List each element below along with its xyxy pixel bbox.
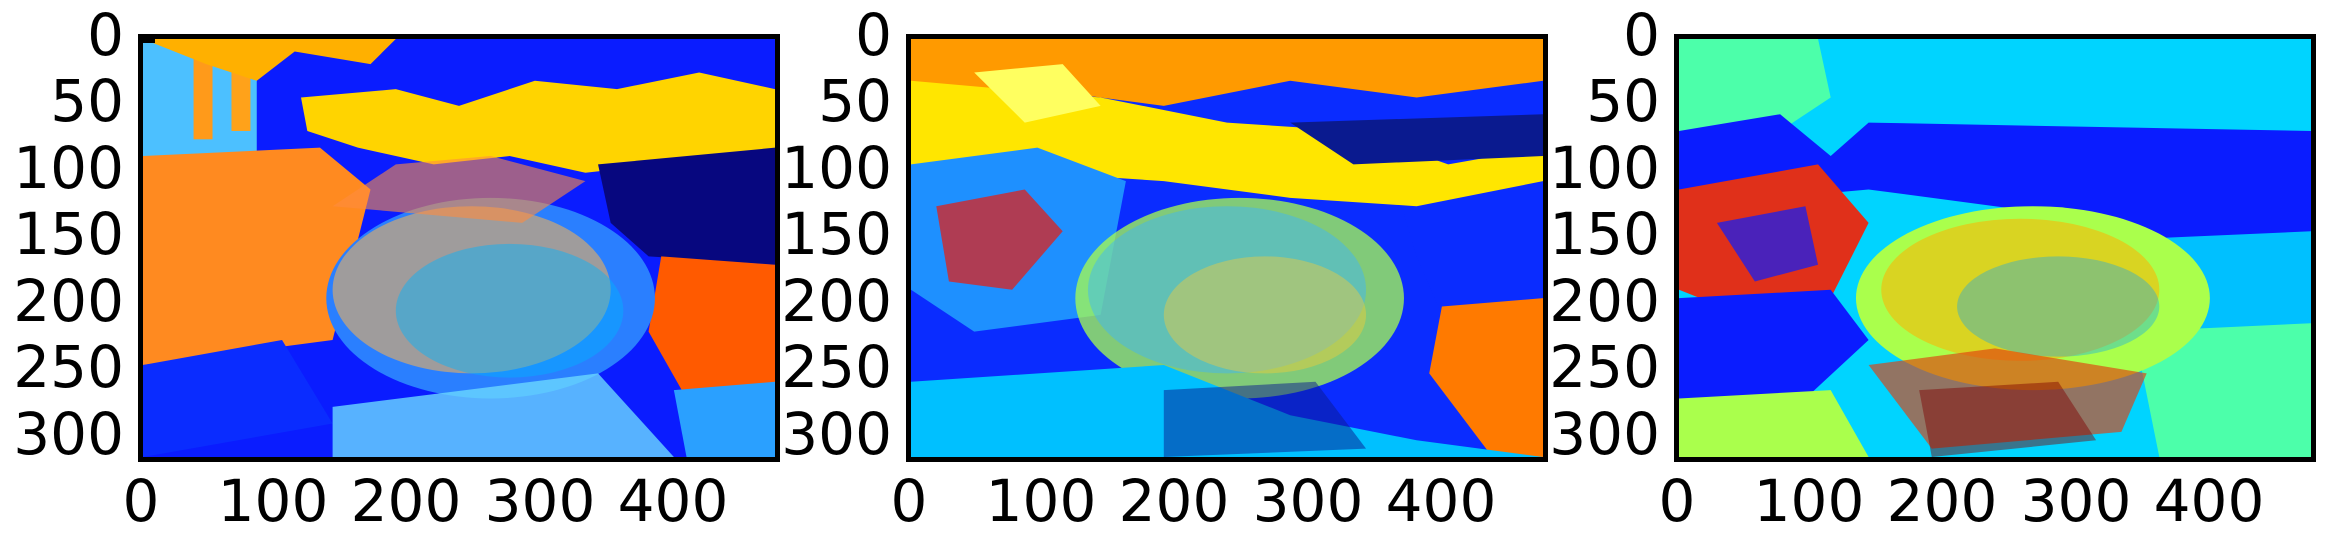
x-tick-label: 100 — [217, 467, 329, 535]
x-tick-label: 400 — [617, 467, 729, 535]
y-tick-label: 150 — [13, 200, 124, 268]
y-tick-label: 50 — [50, 67, 124, 135]
image-frame-1 — [138, 34, 780, 462]
y-tick-label: 200 — [13, 267, 124, 335]
x-tick-label: 400 — [1385, 467, 1497, 535]
x-tick-label: 300 — [2020, 467, 2132, 535]
x-tick-label: 200 — [350, 467, 462, 535]
x-tick-label: 300 — [484, 467, 596, 535]
image-frame-2 — [906, 34, 1548, 462]
y-tick-label: 0 — [1623, 1, 1660, 69]
x-tick-label: 200 — [1886, 467, 1998, 535]
x-tick-label: 300 — [1252, 467, 1364, 535]
y-tick-label: 50 — [818, 67, 892, 135]
y-tick-label: 0 — [87, 1, 124, 69]
y-tick-label: 100 — [1549, 134, 1660, 202]
pseudocolor-image-1 — [143, 39, 775, 457]
y-tick-label: 250 — [13, 333, 124, 401]
y-tick-label: 100 — [13, 134, 124, 202]
pseudocolor-image-2 — [911, 39, 1543, 457]
y-tick-label: 0 — [855, 1, 892, 69]
y-tick-label: 200 — [1549, 267, 1660, 335]
y-tick-label: 300 — [13, 400, 124, 468]
y-tick-label: 50 — [1586, 67, 1660, 135]
x-tick-label: 0 — [122, 467, 160, 535]
y-tick-label: 250 — [1549, 333, 1660, 401]
image-panel-2: 0 50 100 150 200 250 300 0 100 200 300 4… — [772, 0, 1562, 539]
y-tick-label: 100 — [781, 134, 892, 202]
y-tick-label: 200 — [781, 267, 892, 335]
image-frame-3 — [1674, 34, 2316, 462]
y-tick-label: 150 — [1549, 200, 1660, 268]
x-tick-label: 0 — [890, 467, 928, 535]
y-tick-label: 150 — [781, 200, 892, 268]
image-panel-1: 0 50 100 150 200 250 300 0 100 200 300 4… — [0, 0, 790, 539]
x-tick-label: 100 — [1753, 467, 1865, 535]
x-tick-label: 0 — [1658, 467, 1696, 535]
y-tick-label: 250 — [781, 333, 892, 401]
x-tick-label: 100 — [985, 467, 1097, 535]
x-tick-label: 400 — [2153, 467, 2265, 535]
x-tick-label: 200 — [1118, 467, 1230, 535]
pseudocolor-image-3 — [1679, 39, 2311, 457]
y-tick-label: 300 — [1549, 400, 1660, 468]
image-panel-3: 0 50 100 150 200 250 300 0 100 200 300 4… — [1540, 0, 2325, 539]
y-tick-label: 300 — [781, 400, 892, 468]
